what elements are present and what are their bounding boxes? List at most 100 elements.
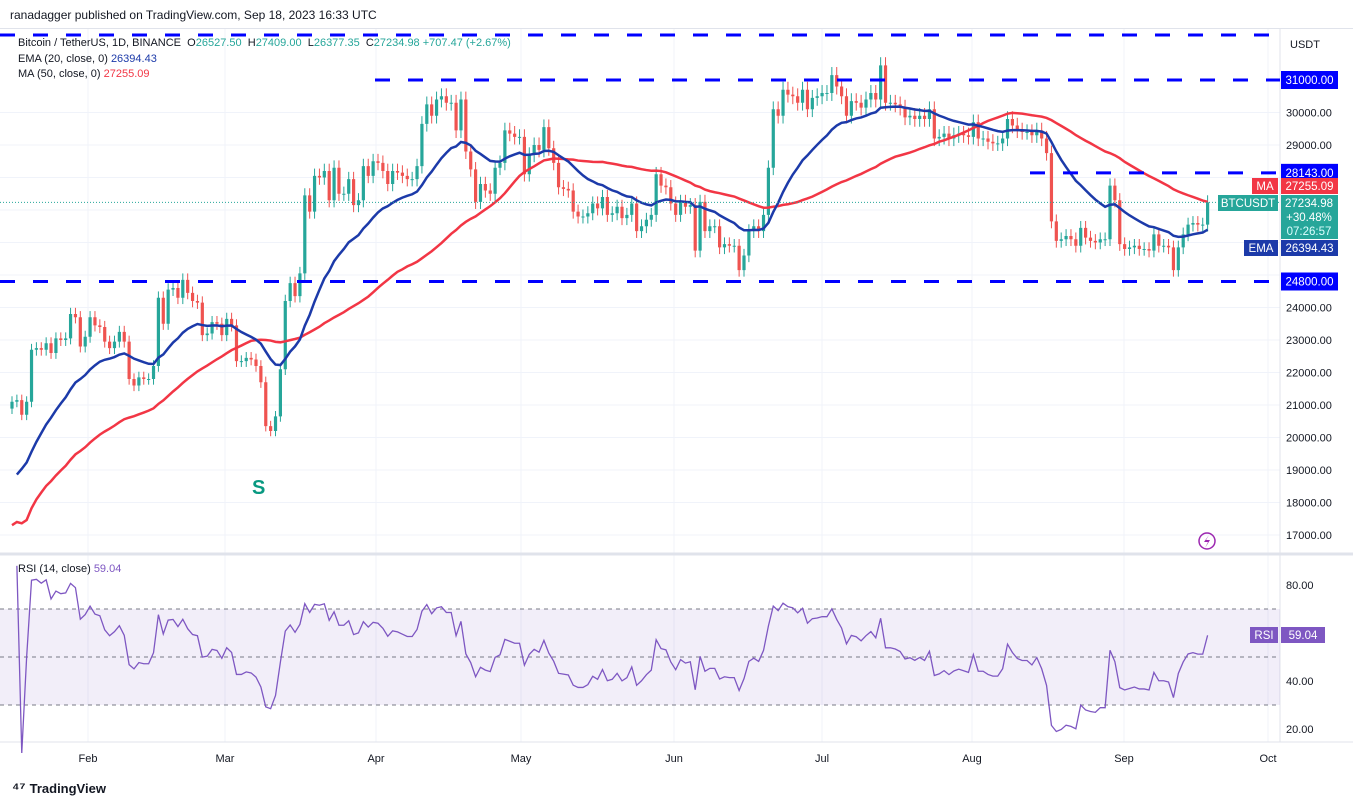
candle <box>269 426 273 431</box>
candle <box>161 297 165 324</box>
candle <box>561 187 566 189</box>
candle <box>556 162 561 188</box>
badge-24800-bg <box>1281 272 1338 291</box>
candle <box>503 130 507 163</box>
candle <box>230 318 234 326</box>
candle <box>20 400 24 415</box>
rsi-tag: RSI <box>1254 630 1273 642</box>
candle <box>566 188 570 191</box>
candle <box>1181 234 1185 248</box>
ma-legend[interactable]: MA (50, close, 0) 27255.09 <box>18 67 511 83</box>
candle <box>54 338 58 353</box>
candle <box>800 89 805 103</box>
candle <box>844 96 849 116</box>
candle <box>859 102 863 108</box>
candle <box>1079 227 1083 246</box>
candle <box>1196 223 1200 225</box>
candle <box>225 318 229 336</box>
candle <box>283 301 287 370</box>
tradingview-logo[interactable]: ⁴⁷ TradingView <box>12 780 106 797</box>
candle <box>254 359 258 366</box>
candle <box>78 317 82 347</box>
candle <box>1035 130 1039 136</box>
month-tick: Apr <box>367 753 384 765</box>
candle <box>805 89 810 110</box>
ma-label: MA (50, close, 0) <box>18 68 101 80</box>
open-value: 26527.50 <box>195 37 242 49</box>
candle <box>122 331 126 342</box>
candle <box>610 213 614 215</box>
candle <box>781 89 785 116</box>
candle <box>249 357 253 360</box>
candle <box>776 109 780 116</box>
candle <box>976 122 980 139</box>
badge-31000: 31000.00 <box>1286 75 1334 87</box>
candle <box>29 349 34 402</box>
candle <box>742 255 746 271</box>
candle <box>962 133 966 136</box>
tv-logo-icon: ⁴⁷ <box>12 780 26 797</box>
low-value: 26377.35 <box>313 37 360 49</box>
candle <box>966 135 971 137</box>
candle <box>381 162 385 171</box>
top-border <box>0 28 1353 29</box>
lightning-icon[interactable] <box>1198 532 1216 550</box>
candle <box>371 161 375 176</box>
candle <box>142 377 146 379</box>
candle <box>410 179 414 181</box>
lightning-bolt <box>1204 535 1210 548</box>
price-tick: 20000.00 <box>1286 433 1332 445</box>
ema-legend[interactable]: EMA (20, close, 0) 26394.43 <box>18 52 511 68</box>
candle <box>1049 153 1054 222</box>
candle <box>73 314 78 318</box>
ema-value: 26394.43 <box>110 52 157 65</box>
month-tick: Mar <box>216 753 235 765</box>
candle <box>239 361 243 363</box>
candle <box>327 171 331 201</box>
candle <box>835 75 839 87</box>
candle <box>869 93 873 100</box>
candle <box>478 184 483 202</box>
candle <box>59 338 63 340</box>
candle <box>698 201 702 251</box>
candle <box>1098 239 1102 243</box>
candle <box>44 343 48 350</box>
candle <box>1118 200 1122 245</box>
candle <box>508 130 512 134</box>
candle <box>991 141 995 144</box>
candle <box>293 283 297 297</box>
candle <box>527 154 531 175</box>
candle <box>605 197 609 215</box>
candle <box>786 89 790 95</box>
ema-label: EMA (20, close, 0) <box>18 52 108 65</box>
candle <box>366 166 370 176</box>
candle <box>147 379 151 380</box>
candle <box>620 206 624 219</box>
candle <box>112 341 117 349</box>
candle <box>488 190 492 194</box>
symbol-label[interactable]: Bitcoin / TetherUS, 1D, BINANCE <box>18 37 182 49</box>
last-price: 27234.98 <box>1285 198 1333 210</box>
candle <box>1093 240 1097 243</box>
candle <box>1162 245 1166 247</box>
candle <box>854 101 858 103</box>
candle <box>1015 125 1019 131</box>
rsi-legend[interactable]: RSI (14, close) 59.04 <box>18 563 121 575</box>
rsi-tick: 20.00 <box>1286 724 1314 736</box>
candle <box>1025 132 1029 133</box>
candle <box>766 167 770 215</box>
candle <box>1127 247 1132 249</box>
ma-price: 27255.09 <box>1286 181 1334 193</box>
rsi-price: 59.04 <box>1289 630 1318 642</box>
price-tick: 24000.00 <box>1286 303 1332 315</box>
candle <box>25 401 29 415</box>
candle <box>688 205 692 207</box>
candle <box>1191 223 1195 225</box>
candle <box>200 302 204 336</box>
candle <box>1157 234 1161 246</box>
candle <box>498 162 502 168</box>
currency-label: USDT <box>1290 39 1320 51</box>
candle <box>517 136 522 138</box>
candle <box>400 172 404 176</box>
